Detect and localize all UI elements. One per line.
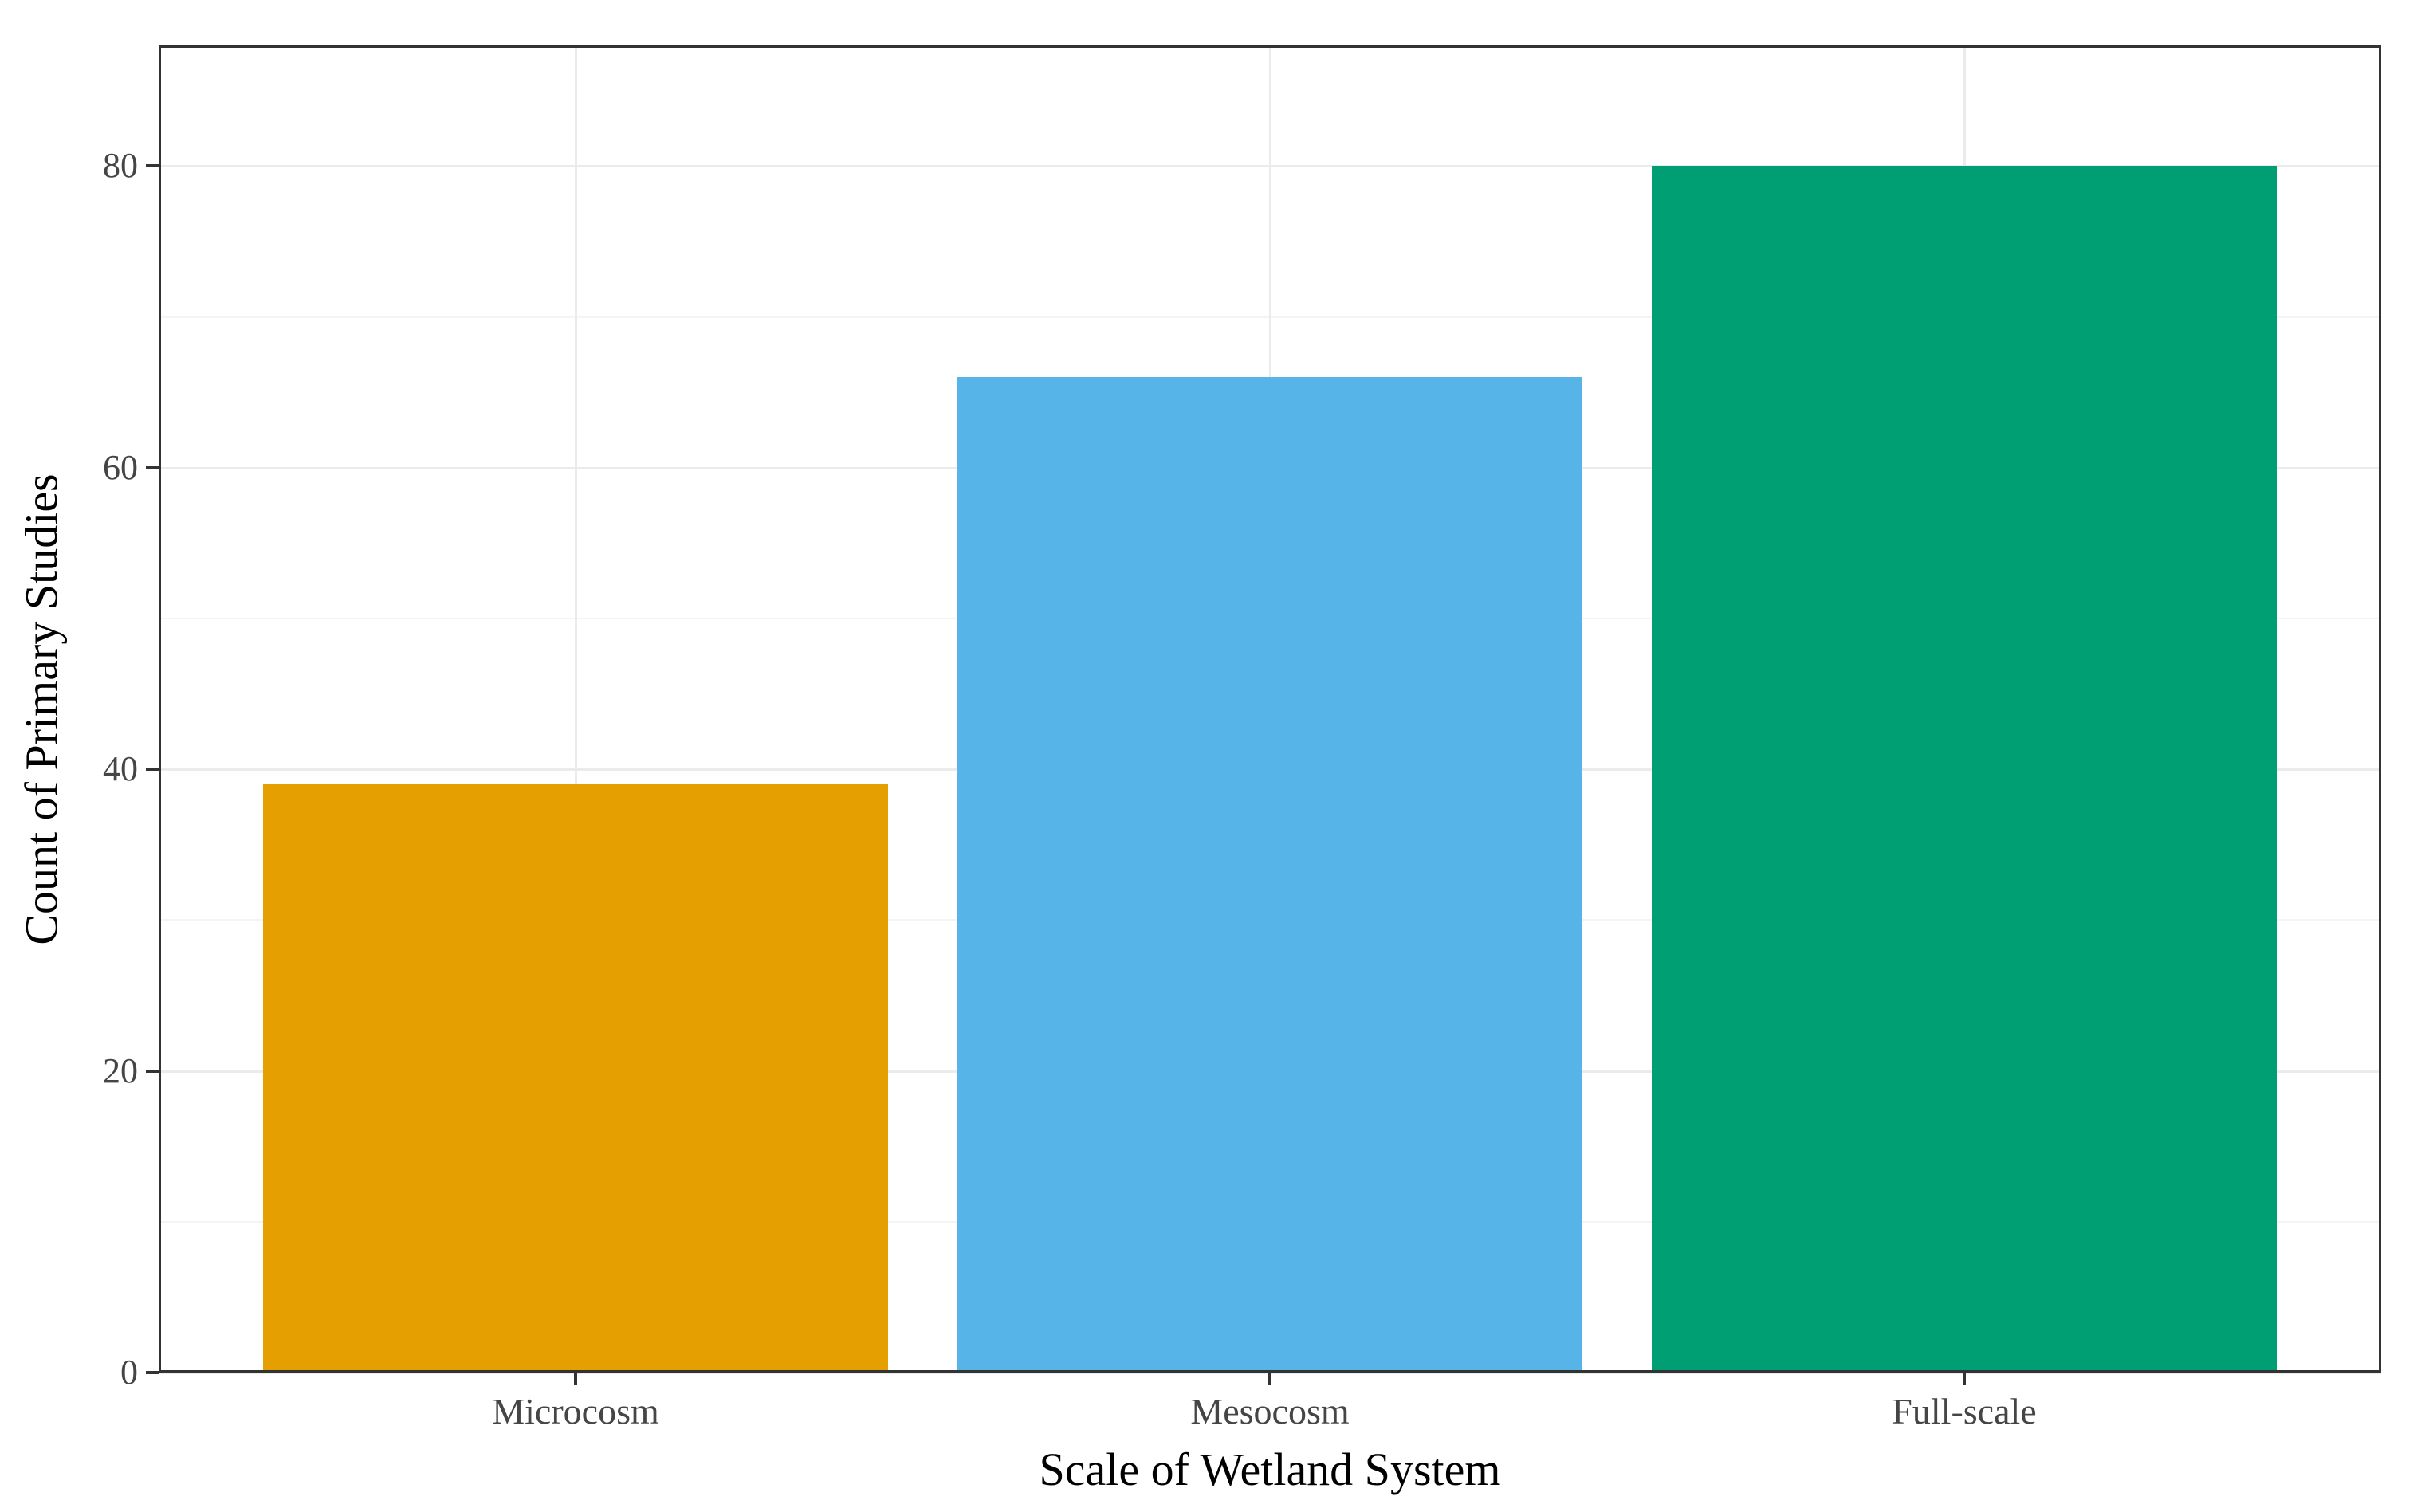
x-tick-mark [1268,1373,1271,1385]
bar-mesocosm [957,377,1582,1373]
y-tick-mark [146,1371,159,1374]
y-tick-mark [146,768,159,771]
y-tick-mark [146,466,159,469]
x-tick-label-mesocosm: Mesocosm [1190,1391,1350,1431]
x-tick-label-full-scale: Full-scale [1892,1391,2037,1431]
x-tick-mark [1963,1373,1966,1385]
y-axis-title: Count of Primary Studies [15,473,68,945]
y-tick-label: 80 [103,146,138,185]
bar-full-scale [1652,166,2277,1373]
x-tick-mark [574,1373,577,1385]
y-tick-mark [146,164,159,167]
y-tick-mark [146,1070,159,1073]
y-tick-label: 40 [103,749,138,788]
y-tick-label: 60 [103,448,138,487]
bar-microcosm [263,784,888,1373]
x-major-gridline [575,45,577,1373]
x-axis-title: Scale of Wetland System [1039,1443,1501,1495]
y-tick-label: 0 [120,1353,138,1392]
x-tick-label-microcosm: Microcosm [492,1391,659,1431]
y-tick-label: 20 [103,1051,138,1090]
